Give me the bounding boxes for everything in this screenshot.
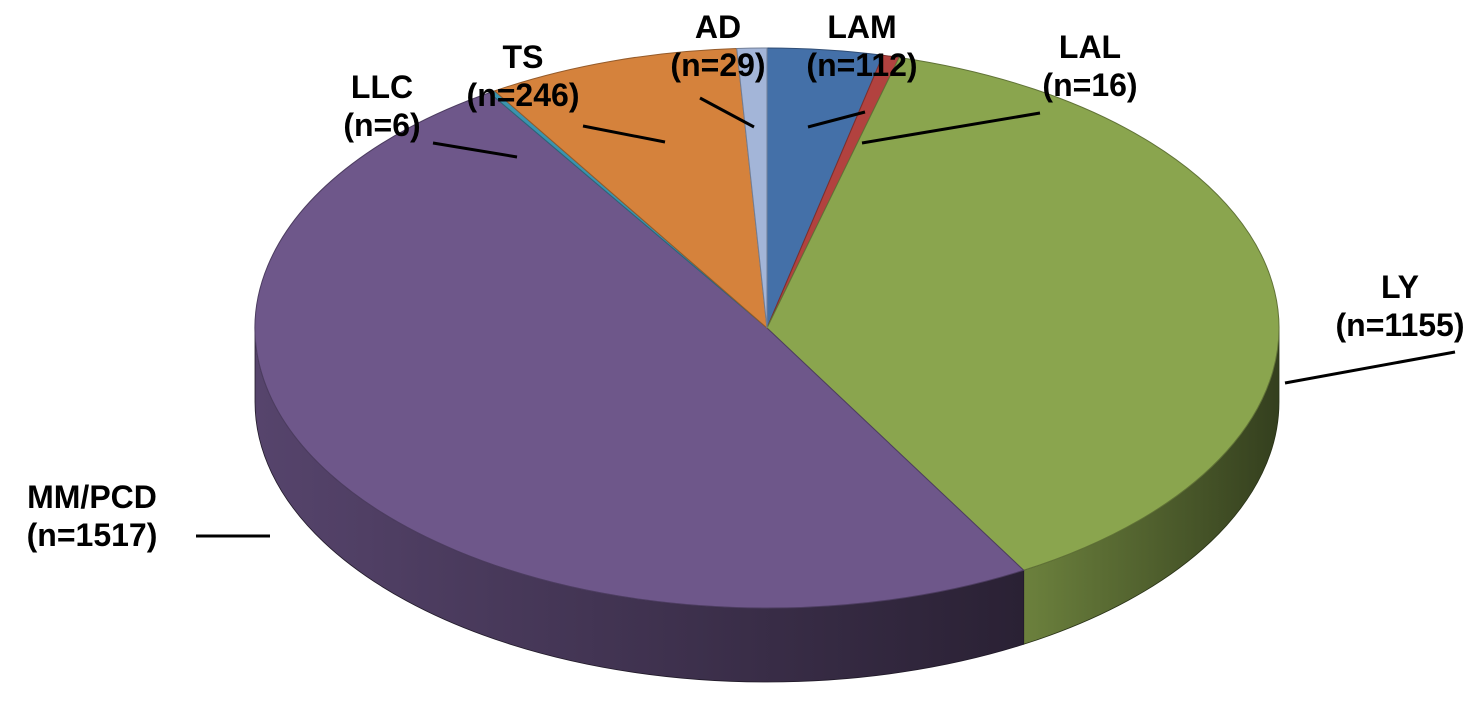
leader-line-lal [861,111,1041,145]
slice-label-lam: LAM (n=112) [806,8,917,84]
leader-line-lam [807,110,866,129]
pie-slice-ts [493,47,768,330]
slice-name-mm-pcd: MM/PCD [27,479,157,515]
slice-count-ts: (n=246) [466,77,580,113]
leader-line-llc [432,141,518,159]
slice-count-llc: (n=6) [343,107,421,143]
slice-count-ad: (n=29) [670,47,766,83]
slice-name-lal: LAL [1058,29,1122,65]
slice-count-mm-pcd: (n=1517) [26,517,158,553]
slice-label-mm-pcd: MM/PCD (n=1517) [27,478,158,554]
slice-label-llc: LLC (n=6) [343,68,420,144]
slice-name-ly: LY [1381,269,1419,305]
slice-name-ad: AD [694,9,742,45]
slice-label-ts: TS (n=246) [467,38,580,114]
slice-name-llc: LLC [350,69,414,105]
slice-count-ly: (n=1155) [1335,307,1465,343]
leader-line-ad [699,96,755,129]
pie-slice-ad [736,47,768,329]
pie-slice-ly [766,56,1280,571]
slice-label-lal: LAL (n=16) [1042,28,1137,104]
slice-label-ad: AD (n=29) [670,8,765,84]
leader-line-ly [1284,350,1456,385]
slice-name-ts: TS [502,39,544,75]
leader-lines [196,96,1456,538]
slice-count-lam: (n=112) [806,47,918,83]
slice-name-lam: LAM [827,9,897,45]
leader-line-ts [582,124,666,144]
slice-label-ly: LY (n=1155) [1336,268,1465,344]
pie-slice-mm-pcd [254,92,1025,609]
pie-top-faces [254,47,1280,609]
slice-count-lal: (n=16) [1042,67,1138,103]
